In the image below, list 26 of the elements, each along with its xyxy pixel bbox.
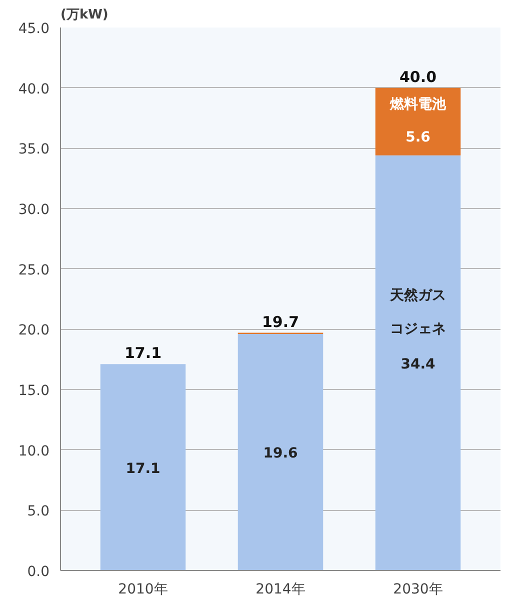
y-tick-label: 0.0 xyxy=(27,564,50,580)
x-tick-label: 2014年 xyxy=(256,582,306,598)
y-tick-label: 5.0 xyxy=(27,504,50,520)
y-tick-label: 25.0 xyxy=(18,262,50,278)
total-label: 40.0 xyxy=(399,68,437,86)
y-tick-label: 40.0 xyxy=(18,81,50,98)
x-tick-label: 2030年 xyxy=(393,582,443,598)
bar xyxy=(238,334,324,570)
text: 天然ガスコジェネ xyxy=(390,287,446,338)
y-tick-label: 15.0 xyxy=(18,383,50,399)
total-label: 17.1 xyxy=(124,344,162,362)
y-axis-title: (万kW) xyxy=(60,8,108,22)
y-tick-label: 10.0 xyxy=(18,443,50,460)
y-tick-label: 30.0 xyxy=(18,202,50,218)
data-label: 34.4 xyxy=(400,356,436,372)
data-label: 19.6 xyxy=(263,446,298,462)
y-tick-label: 45.0 xyxy=(18,21,50,37)
x-tick-label: 2010年 xyxy=(118,582,168,598)
total-label: 19.7 xyxy=(262,312,300,331)
series-label: 燃料電池 xyxy=(389,96,447,113)
bar xyxy=(100,364,186,570)
bar xyxy=(375,155,461,570)
data-label: 17.1 xyxy=(126,460,160,477)
y-tick-label: 20.0 xyxy=(18,322,50,339)
y-tick-label: 35.0 xyxy=(18,142,50,158)
data-label: 5.6 xyxy=(406,130,430,146)
